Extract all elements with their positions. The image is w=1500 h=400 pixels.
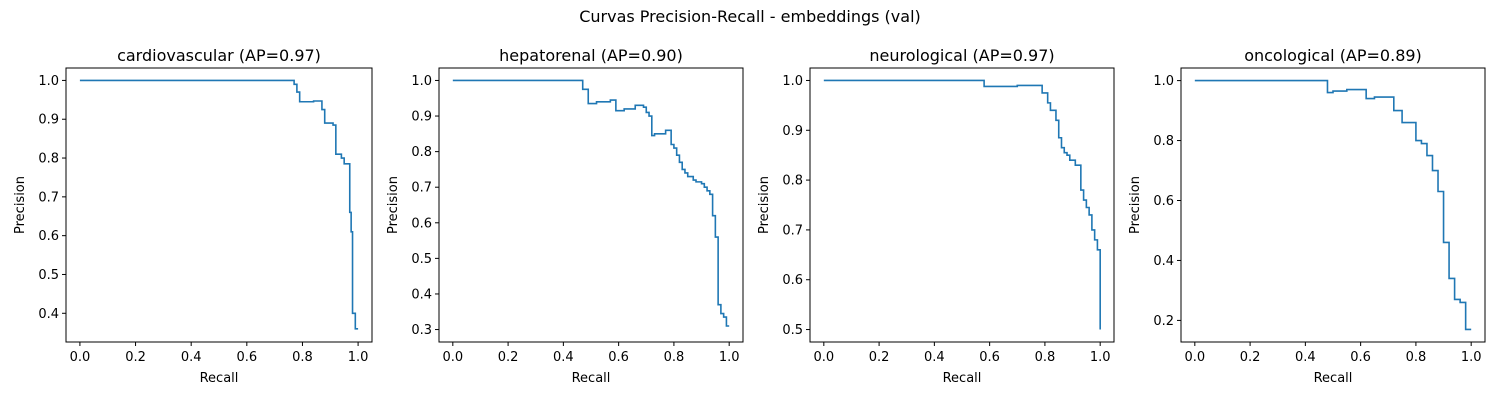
x-tick-label: 1.0 xyxy=(719,350,740,365)
y-tick-label: 0.9 xyxy=(411,110,432,125)
x-tick-label: 0.6 xyxy=(236,350,257,365)
x-tick-label: 0.2 xyxy=(498,350,519,365)
y-tick-label: 1.0 xyxy=(38,74,59,89)
y-tick-label: 1.0 xyxy=(1153,74,1174,89)
subplot-4: oncological (AP=0.89) 0.0 0.2 0.4 0.6 0.8 1.0 0… xyxy=(1128,46,1486,386)
y-axis-label: Precision xyxy=(13,176,28,234)
y-tick-label: 0.7 xyxy=(411,181,432,196)
x-axis-label: Recall xyxy=(572,371,611,386)
y-tick-label: 1.0 xyxy=(411,74,432,89)
x-axis-label: Recall xyxy=(1314,371,1353,386)
y-tick-label: 0.6 xyxy=(38,229,59,244)
x-tick-label: 0.0 xyxy=(442,350,463,365)
x-tick-label: 0.0 xyxy=(813,350,834,365)
y-tick-label: 0.9 xyxy=(782,124,803,139)
y-tick-label: 0.5 xyxy=(38,268,59,283)
y-tick-label: 0.7 xyxy=(782,223,803,238)
y-tick-label: 0.6 xyxy=(411,216,432,231)
figure-title: Curvas Precision-Recall - embeddings (va… xyxy=(579,7,921,26)
subplot-2: hepatorenal (AP=0.90) 0.0 0.2 0.4 0.6 0.8 1.0 0… xyxy=(386,46,744,386)
y-tick-label: 0.6 xyxy=(1153,194,1174,209)
x-tick-label: 0.2 xyxy=(869,350,890,365)
x-tick-label: 0.4 xyxy=(1295,350,1316,365)
subplot-title: neurological (AP=0.97) xyxy=(869,46,1054,65)
x-tick-label: 0.0 xyxy=(70,350,91,365)
y-tick-label: 0.2 xyxy=(1153,314,1174,329)
y-axis-label: Precision xyxy=(1128,176,1143,234)
y-axis-label: Precision xyxy=(386,176,401,234)
y-tick-label: 0.8 xyxy=(782,174,803,189)
y-tick-label: 0.7 xyxy=(38,190,59,205)
subplot-3: neurological (AP=0.97) 0.0 0.2 0.4 0.6 0.8 1.0… xyxy=(757,46,1115,386)
y-tick-label: 0.3 xyxy=(411,323,432,338)
x-tick-label: 0.4 xyxy=(924,350,945,365)
x-tick-label: 0.8 xyxy=(1406,350,1427,365)
y-tick-label: 0.4 xyxy=(1153,254,1174,269)
x-tick-label: 0.6 xyxy=(1350,350,1371,365)
x-tick-label: 0.2 xyxy=(1240,350,1261,365)
x-tick-label: 1.0 xyxy=(1090,350,1111,365)
y-tick-label: 0.5 xyxy=(411,252,432,267)
y-tick-label: 1.0 xyxy=(782,74,803,89)
subplot-title: hepatorenal (AP=0.90) xyxy=(499,46,683,65)
y-tick-label: 0.4 xyxy=(411,287,432,302)
x-tick-label: 0.4 xyxy=(181,350,202,365)
pr-curve-series-1 xyxy=(1194,79,1472,331)
x-tick-label: 1.0 xyxy=(348,350,369,365)
y-tick-label: 0.8 xyxy=(38,152,59,167)
x-tick-label: 0.8 xyxy=(292,350,313,365)
x-axis-label: Recall xyxy=(200,371,239,386)
x-tick-label: 0.4 xyxy=(553,350,574,365)
axes-frame xyxy=(65,67,373,343)
x-tick-label: 0.8 xyxy=(1035,350,1056,365)
pr-curve-series-1 xyxy=(79,79,359,330)
pr-curve-series-1 xyxy=(823,79,1101,330)
pr-curve-series-1 xyxy=(452,79,730,327)
axes-frame xyxy=(1180,67,1486,343)
y-axis-label: Precision xyxy=(757,176,772,234)
x-tick-label: 1.0 xyxy=(1461,350,1482,365)
x-tick-label: 0.0 xyxy=(1184,350,1205,365)
x-tick-label: 0.2 xyxy=(125,350,146,365)
x-axis-label: Recall xyxy=(943,371,982,386)
axes-frame xyxy=(438,67,744,343)
x-tick-label: 0.6 xyxy=(979,350,1000,365)
axes-frame xyxy=(809,67,1115,343)
y-tick-label: 0.8 xyxy=(411,145,432,160)
subplot-1: cardiovascular (AP=0.97) 0.0 0.2 0.4 0.6 0.8 1… xyxy=(13,46,373,386)
subplot-title: oncological (AP=0.89) xyxy=(1244,46,1422,65)
y-tick-label: 0.9 xyxy=(38,113,59,128)
subplots: cardiovascular (AP=0.97) 0.0 0.2 0.4 0.6 0.8 1… xyxy=(13,46,1486,386)
y-tick-label: 0.4 xyxy=(38,307,59,322)
subplot-title: cardiovascular (AP=0.97) xyxy=(117,46,321,65)
y-tick-label: 0.6 xyxy=(782,273,803,288)
x-tick-label: 0.8 xyxy=(664,350,685,365)
y-tick-label: 0.8 xyxy=(1153,134,1174,149)
y-tick-label: 0.5 xyxy=(782,323,803,338)
x-tick-label: 0.6 xyxy=(608,350,629,365)
